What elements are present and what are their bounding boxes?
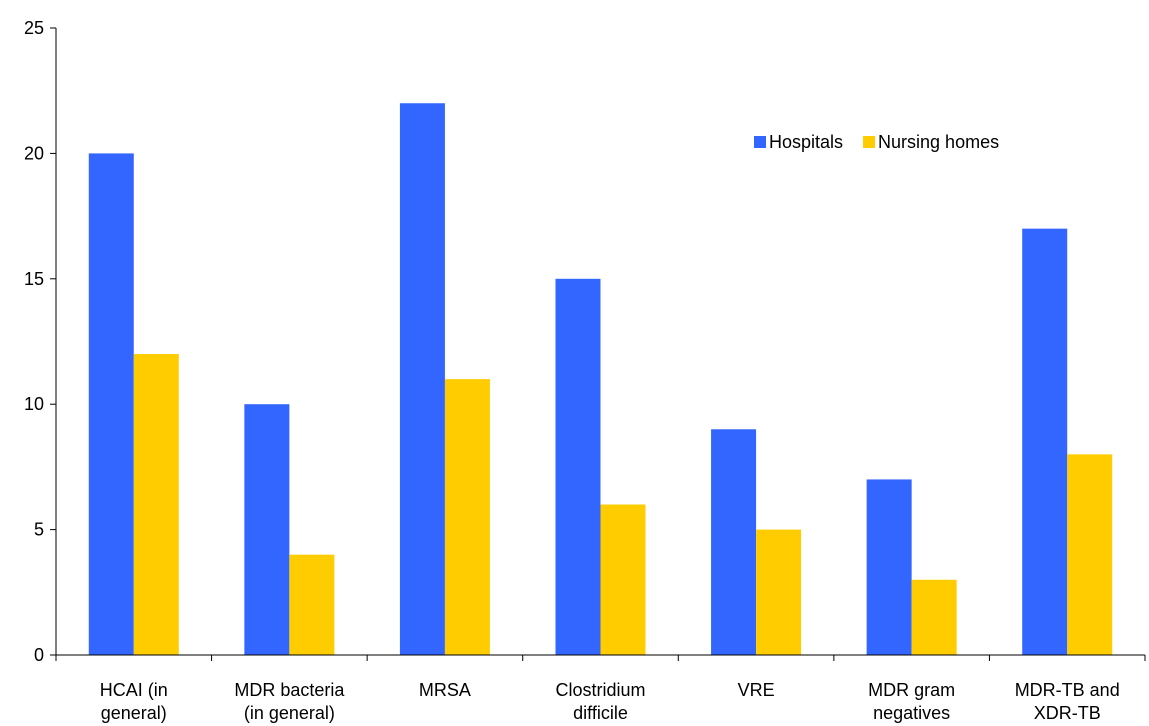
category-label-line: MRSA xyxy=(419,680,471,700)
legend-label: Hospitals xyxy=(769,132,843,152)
x-ticks-layer: HCAI (in general) MDR bacteria (in general)… xyxy=(55,655,1146,723)
category-label: Clostridium difficile xyxy=(555,680,645,723)
bar-hospitals xyxy=(711,429,757,655)
bars-layer xyxy=(88,103,1113,656)
category-label-line: XDR-TB xyxy=(1034,703,1101,723)
legend: Hospitals Nursing homes xyxy=(754,132,999,152)
bar-hospitals xyxy=(399,103,445,656)
bar-hospitals xyxy=(1022,228,1068,655)
category-label-line: MDR gram xyxy=(868,680,955,700)
bar-nursing-homes xyxy=(1067,454,1113,655)
category-label-line: MDR-TB and xyxy=(1015,680,1120,700)
category-label-line: MDR bacteria xyxy=(234,680,345,700)
category-label: MDR gram negatives xyxy=(868,680,955,723)
legend-label: Nursing homes xyxy=(878,132,999,152)
bar-nursing-homes xyxy=(600,504,646,655)
y-ticks-layer: 0 5 10 15 20 25 xyxy=(24,18,56,665)
legend-swatch xyxy=(863,136,876,148)
category-label-line: VRE xyxy=(738,680,775,700)
category-label: MRSA xyxy=(419,680,471,700)
category-label-line: difficile xyxy=(573,703,628,723)
bar-hospitals xyxy=(88,153,134,655)
category-label-line: (in general) xyxy=(244,703,335,723)
bar-nursing-homes xyxy=(133,354,179,655)
y-tick-label: 20 xyxy=(24,143,44,163)
bar-nursing-homes xyxy=(289,554,335,655)
y-tick-label: 0 xyxy=(34,645,44,665)
category-label: HCAI (in general) xyxy=(100,680,168,723)
category-label-line: HCAI (in xyxy=(100,680,168,700)
y-tick-label: 5 xyxy=(34,520,44,540)
y-tick-label: 25 xyxy=(24,18,44,38)
category-label: MDR bacteria (in general) xyxy=(234,680,345,723)
bar-hospitals xyxy=(866,479,912,655)
category-label-line: negatives xyxy=(873,703,950,723)
bar-hospitals xyxy=(244,404,290,655)
bar-nursing-homes xyxy=(911,579,957,655)
y-tick-label: 10 xyxy=(24,394,44,414)
bar-nursing-homes xyxy=(444,379,490,655)
bar-hospitals xyxy=(555,278,601,655)
category-label: MDR-TB and XDR-TB xyxy=(1015,680,1120,723)
axes-layer xyxy=(55,28,1145,656)
legend-swatch xyxy=(754,136,766,148)
bar-nursing-homes xyxy=(756,529,802,655)
category-label-line: general) xyxy=(101,703,167,723)
category-label-line: Clostridium xyxy=(555,680,645,700)
y-tick-label: 15 xyxy=(24,269,44,289)
category-label: VRE xyxy=(738,680,775,700)
